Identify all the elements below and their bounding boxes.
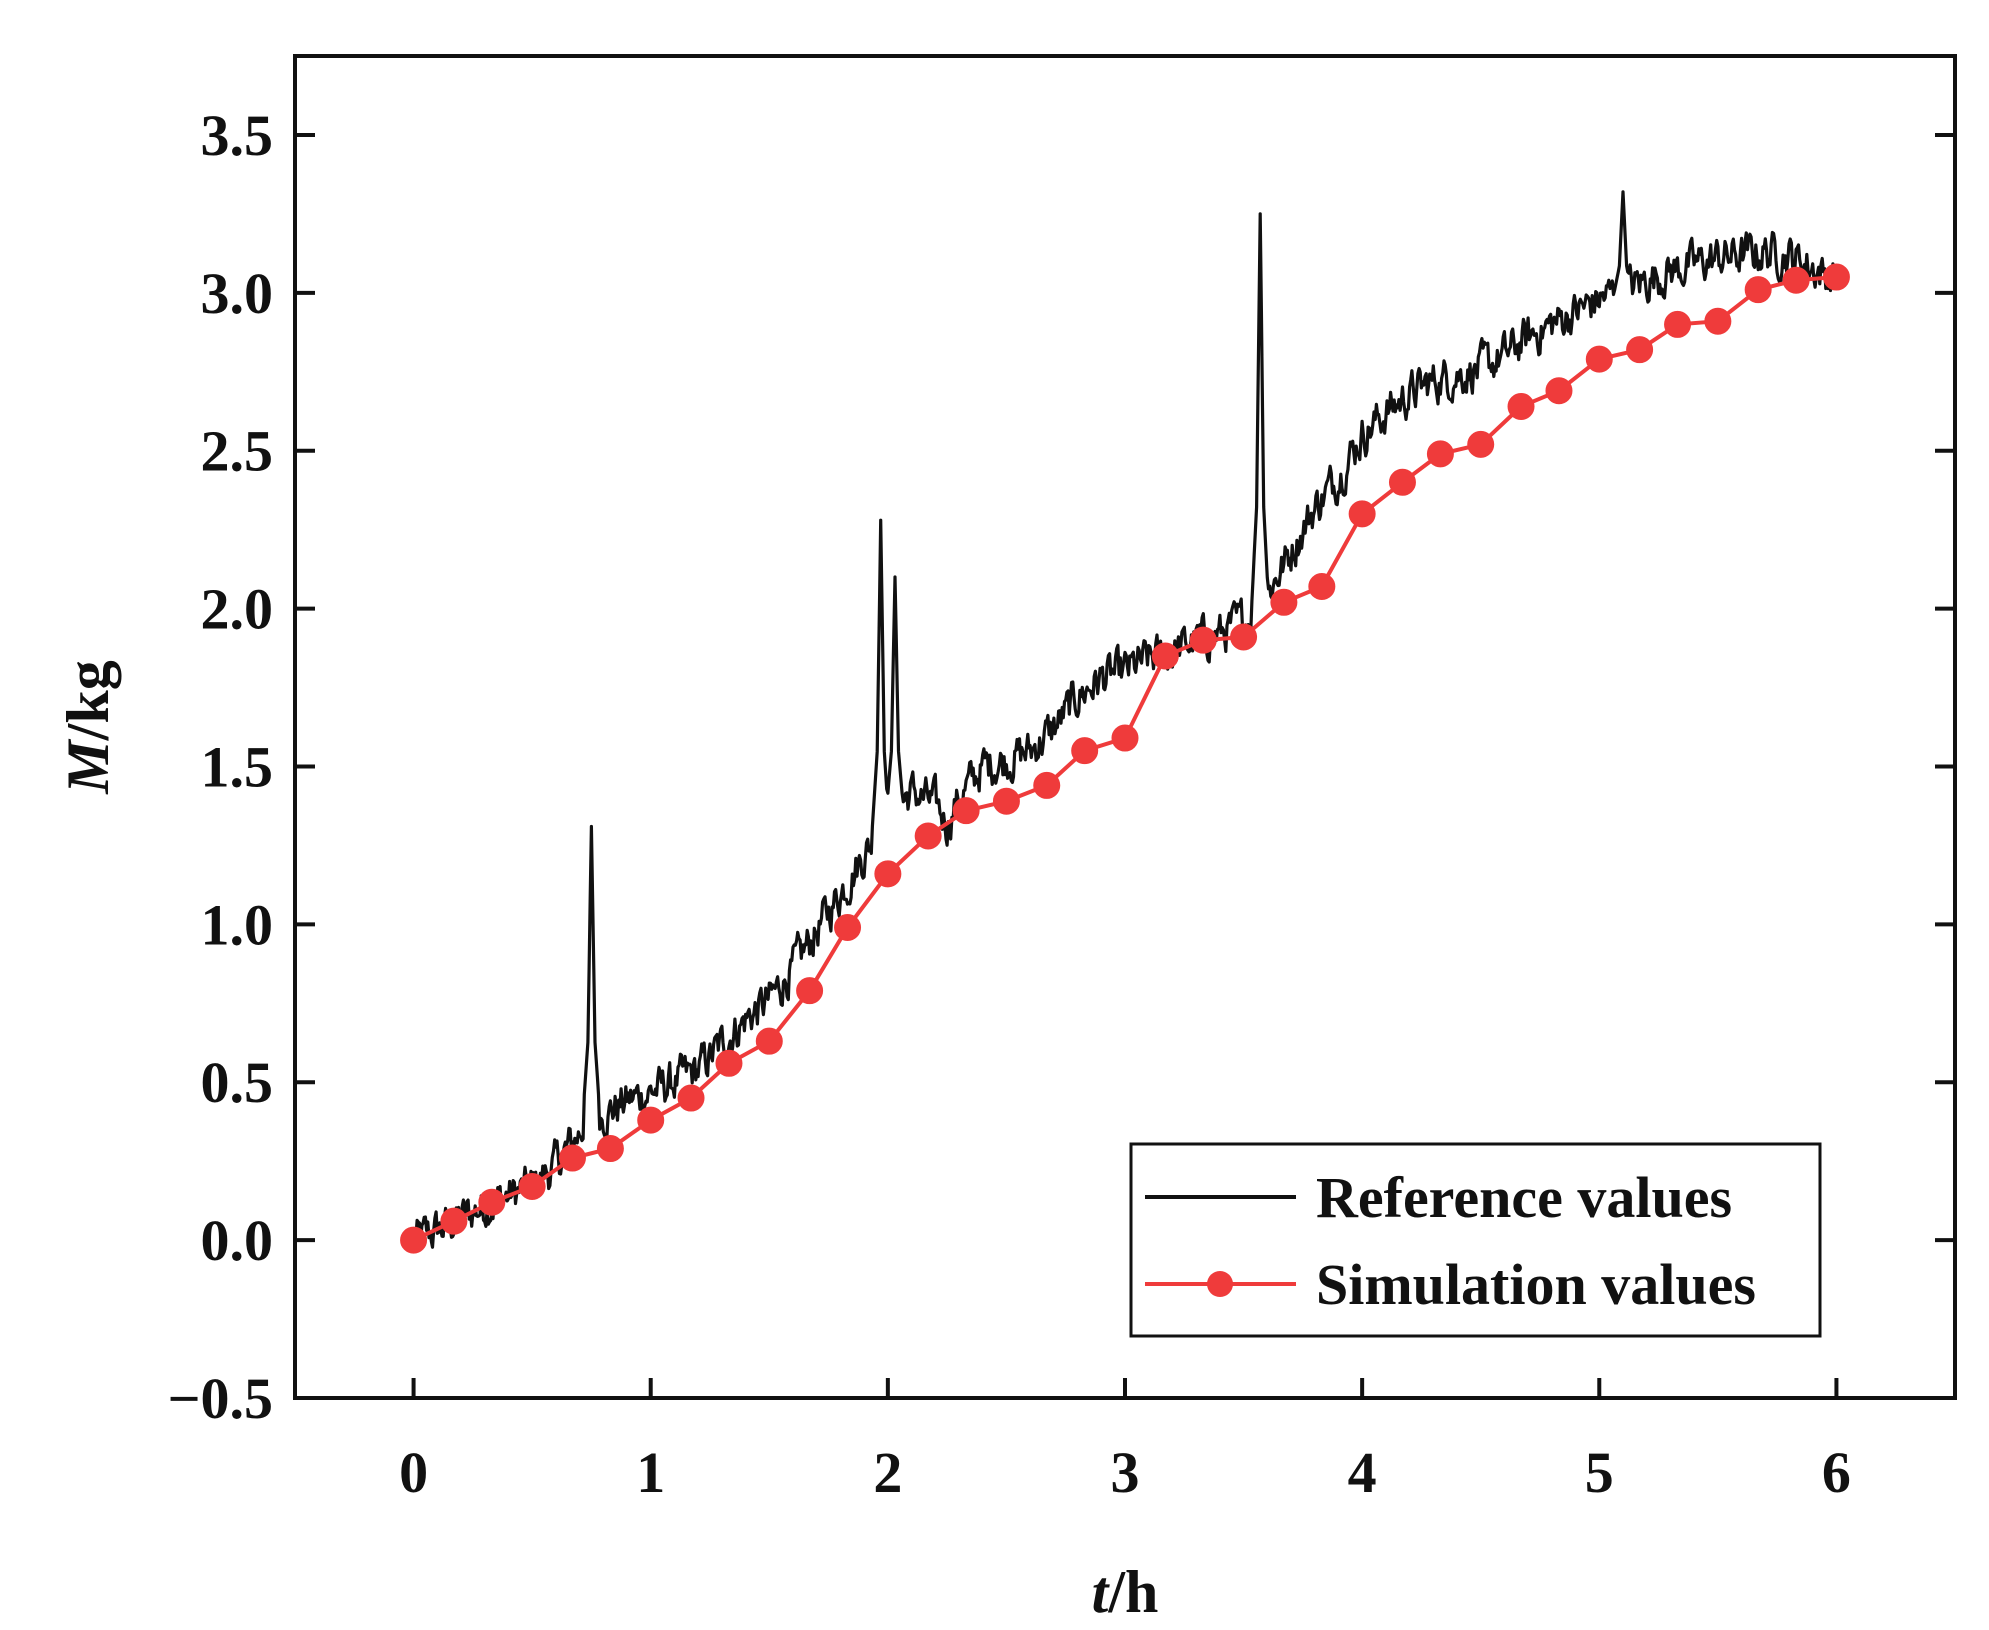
legend-simulation-marker (1207, 1271, 1233, 1297)
simulation-series (400, 263, 1850, 1254)
y-tick-label-5: 2.0 (201, 577, 274, 642)
simulation-point-16 (1033, 771, 1061, 799)
y-tick-label-3: 1.0 (201, 892, 274, 957)
y-tick-label-8: 3.5 (201, 103, 274, 168)
simulation-point-5 (596, 1135, 624, 1163)
x-tick-label-4: 4 (1348, 1440, 1377, 1505)
plot-area (400, 190, 1850, 1254)
simulation-point-29 (1545, 377, 1573, 405)
simulation-point-7 (677, 1084, 705, 1112)
x-tick-label-1: 1 (636, 1440, 665, 1505)
simulation-point-17 (1071, 737, 1099, 765)
y-tick-label-2: 0.5 (201, 1050, 274, 1115)
simulation-point-33 (1704, 307, 1732, 335)
legend-simulation-label: Simulation values (1316, 1252, 1756, 1317)
simulation-point-14 (952, 797, 980, 825)
simulation-point-34 (1744, 276, 1772, 304)
simulation-point-11 (834, 914, 862, 942)
simulation-point-24 (1348, 500, 1376, 528)
simulation-point-19 (1151, 642, 1179, 670)
simulation-point-2 (478, 1188, 506, 1216)
y-axis-title: M/kg (55, 660, 121, 794)
x-tick-label-2: 2 (873, 1440, 902, 1505)
simulation-point-15 (992, 787, 1020, 815)
x-tick-label-5: 5 (1585, 1440, 1614, 1505)
simulation-point-22 (1270, 588, 1298, 616)
simulation-point-25 (1388, 468, 1416, 496)
y-tick-label-7: 3.0 (201, 261, 274, 326)
x-axis-title-unit: /h (1107, 1559, 1158, 1625)
simulation-point-18 (1111, 724, 1139, 752)
simulation-point-3 (518, 1172, 546, 1200)
y-tick-label-6: 2.5 (201, 419, 274, 484)
x-axis-title-italic: t (1092, 1559, 1111, 1625)
simulation-point-26 (1426, 440, 1454, 468)
y-axis-tick-labels: −0.5 0.0 0.5 1.0 1.5 2.0 2.5 3.0 3.5 (167, 103, 273, 1431)
x-tick-label-0: 0 (399, 1440, 428, 1505)
reference-series (412, 190, 1838, 1249)
simulation-point-8 (715, 1049, 743, 1077)
simulation-point-28 (1507, 392, 1535, 420)
x-tick-label-6: 6 (1822, 1440, 1851, 1505)
y-axis-title-italic: M (55, 738, 121, 795)
axis-ticks (295, 132, 1955, 1400)
simulation-point-21 (1230, 623, 1258, 651)
y-tick-label-4: 1.5 (201, 734, 274, 799)
legend-reference-label: Reference values (1316, 1165, 1732, 1230)
simulation-point-12 (874, 860, 902, 888)
simulation-point-9 (755, 1027, 783, 1055)
simulation-point-10 (796, 977, 824, 1005)
simulation-point-31 (1626, 336, 1654, 364)
simulation-point-36 (1822, 263, 1850, 291)
simulation-point-13 (914, 822, 942, 850)
legend-box (1129, 1142, 1822, 1338)
reference-values-line (412, 190, 1838, 1249)
simulation-point-30 (1585, 345, 1613, 373)
simulation-point-23 (1308, 572, 1336, 600)
simulation-point-27 (1467, 430, 1495, 458)
simulation-point-35 (1782, 266, 1810, 294)
simulation-point-32 (1664, 310, 1692, 338)
y-tick-label-1: 0.0 (201, 1208, 274, 1273)
simulation-point-1 (440, 1207, 468, 1235)
y-tick-label-0: −0.5 (167, 1366, 273, 1431)
x-axis-title: t/h (1092, 1559, 1159, 1625)
simulation-point-4 (558, 1144, 586, 1172)
legend: Reference values Simulation values (1129, 1142, 1822, 1338)
x-axis-tick-labels: 0 1 2 3 4 5 6 (399, 1440, 1851, 1505)
simulation-point-0 (400, 1226, 428, 1254)
simulation-point-20 (1189, 626, 1217, 654)
simulation-point-6 (637, 1106, 665, 1134)
y-axis-title-unit: /kg (55, 660, 121, 741)
x-tick-label-3: 3 (1111, 1440, 1140, 1505)
